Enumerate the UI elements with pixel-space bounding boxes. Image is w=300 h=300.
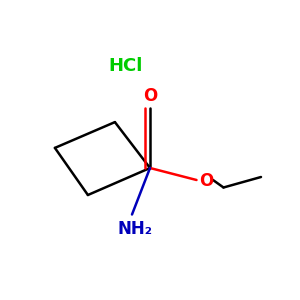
Text: NH₂: NH₂ — [118, 220, 152, 238]
Text: O: O — [143, 87, 157, 105]
Text: HCl: HCl — [109, 57, 143, 75]
Text: O: O — [199, 172, 213, 190]
